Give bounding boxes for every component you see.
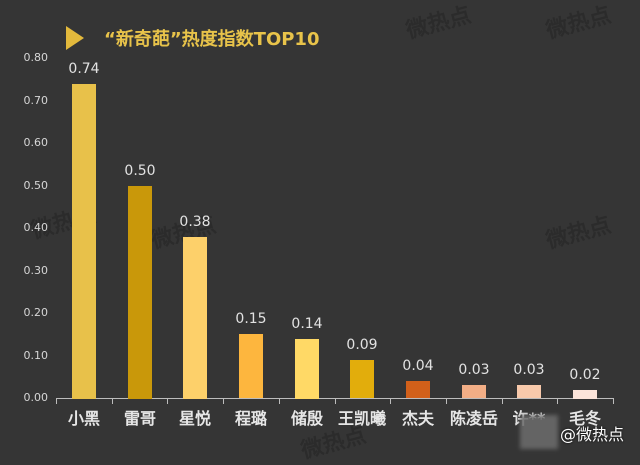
x-tick-mark	[167, 398, 168, 404]
x-category-label: 储殷	[290, 409, 323, 428]
background-watermark: 微热点	[543, 2, 614, 45]
bar-value-label: 0.02	[569, 367, 601, 383]
y-tick-label: 0.20	[23, 306, 49, 319]
bar	[128, 186, 152, 399]
bar-value-label: 0.03	[513, 362, 545, 378]
bar	[573, 390, 597, 399]
bar-value-label: 0.03	[458, 362, 490, 378]
bar	[239, 334, 263, 398]
y-tick-label: 0.00	[23, 391, 49, 404]
x-category-label: 毛冬	[568, 409, 601, 428]
y-tick-label: 0.80	[23, 51, 49, 64]
x-tick-mark	[223, 398, 224, 404]
bar	[406, 381, 430, 398]
y-tick-label: 0.30	[23, 263, 49, 277]
x-tick-mark	[279, 398, 280, 404]
bar	[295, 339, 319, 399]
chart-title: “新奇葩”热度指数TOP10	[104, 29, 320, 50]
y-tick-label: 0.60	[23, 136, 49, 149]
x-category-label: 小黑	[67, 409, 100, 428]
x-tick-mark	[56, 398, 57, 404]
x-tick-mark	[390, 398, 391, 404]
bar-value-label: 0.09	[346, 337, 378, 353]
x-tick-mark	[557, 398, 558, 404]
x-category-label: 程璐	[234, 409, 267, 428]
y-tick-label: 0.40	[23, 221, 49, 234]
bar	[462, 385, 486, 398]
bar-value-label: 0.14	[291, 316, 323, 332]
bar	[72, 84, 96, 399]
bar-value-label: 0.74	[68, 61, 100, 77]
x-tick-mark	[502, 398, 503, 404]
bar	[517, 385, 541, 398]
credit-watermark: @微热点	[560, 425, 625, 444]
bar	[183, 237, 207, 399]
blurred-region	[520, 415, 558, 449]
x-category-label: 雷哥	[123, 409, 156, 428]
bar-value-label: 0.50	[124, 163, 156, 179]
bar-value-label: 0.15	[235, 311, 267, 327]
x-category-label: 杰夫	[401, 409, 434, 428]
chart-title-row: “新奇葩”热度指数TOP10	[66, 26, 319, 50]
background-watermark: 微热点	[403, 2, 474, 45]
play-triangle-icon	[66, 26, 84, 50]
bar	[350, 360, 374, 398]
x-axis-line	[56, 398, 613, 399]
x-tick-mark	[446, 398, 447, 404]
y-tick-label: 0.70	[23, 93, 49, 107]
x-category-label: 陈凌岳	[449, 409, 498, 428]
bar-value-label: 0.38	[179, 214, 211, 230]
y-tick-label: 0.10	[23, 348, 49, 362]
x-category-label: 王凯曦	[337, 409, 386, 428]
background-watermark: 微热点	[543, 212, 614, 255]
x-category-label: 星悦	[178, 409, 211, 428]
x-tick-mark	[335, 398, 336, 404]
bar-value-label: 0.04	[402, 358, 434, 374]
x-tick-mark	[613, 398, 614, 404]
x-tick-mark	[112, 398, 113, 404]
y-tick-label: 0.50	[23, 178, 49, 192]
